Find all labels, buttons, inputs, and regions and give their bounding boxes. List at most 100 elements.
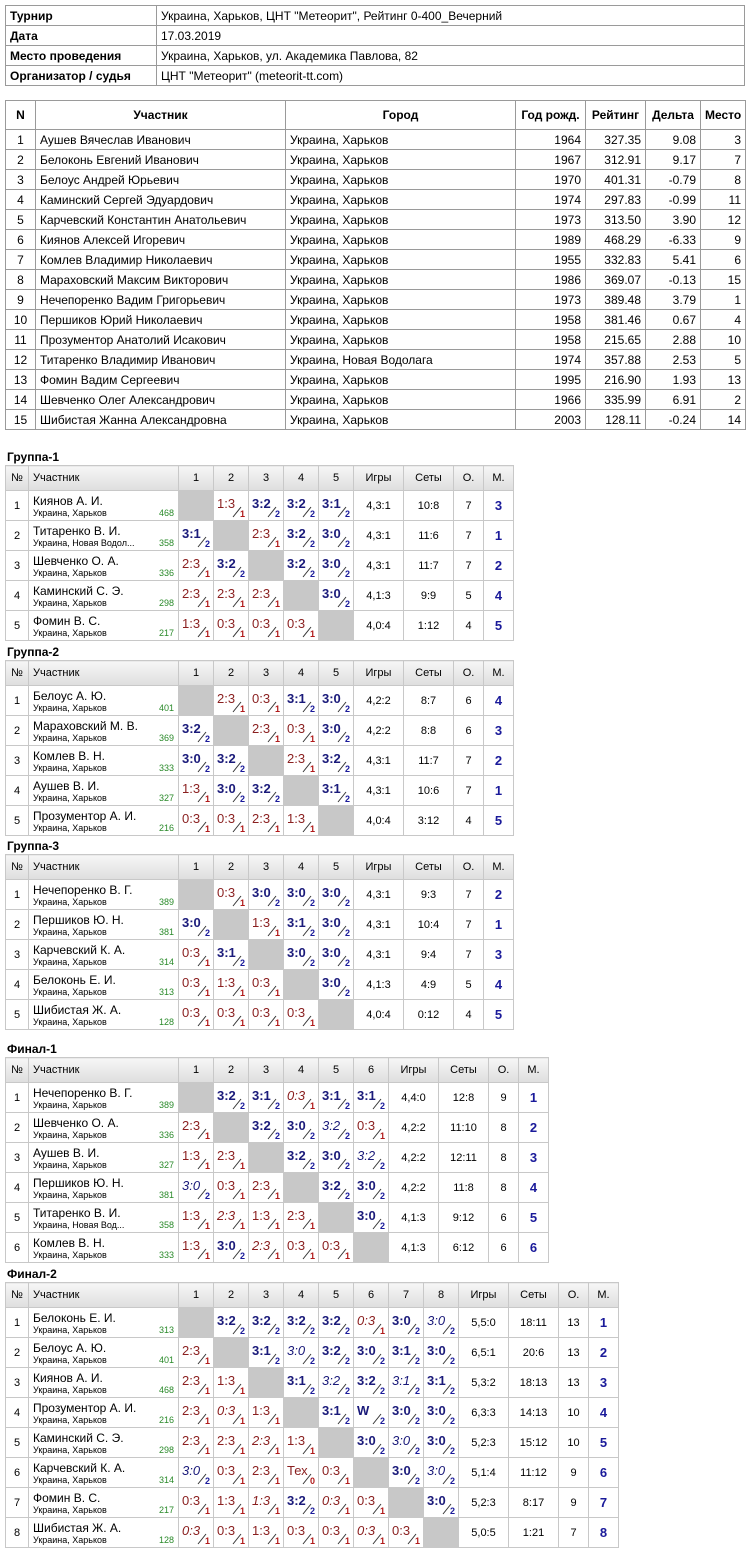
points: 1 bbox=[239, 898, 245, 908]
header-cell: 3 bbox=[248, 1282, 284, 1308]
player-city: Украина, Харьков bbox=[33, 1385, 107, 1395]
score: 3:2 bbox=[287, 496, 306, 511]
participant-cell: 389.48 bbox=[585, 289, 646, 310]
result-cell: 0:3 1 bbox=[318, 1517, 354, 1548]
slash bbox=[197, 1353, 207, 1365]
slash-line bbox=[337, 1323, 347, 1335]
player-city: Украина, Харьков bbox=[33, 1100, 107, 1110]
participant-cell: -0.99 bbox=[645, 189, 701, 210]
result-cell: 0:3 1 bbox=[213, 879, 249, 910]
player-row: 1 Белоус А. Ю. Украина, Харьков 401 2:3 1 0:3 1… bbox=[5, 685, 514, 716]
score: 3:0 bbox=[322, 556, 341, 571]
slash-line bbox=[267, 791, 277, 803]
slash-line bbox=[267, 985, 277, 997]
header-cell: О. bbox=[453, 465, 484, 491]
slash-line bbox=[267, 1015, 277, 1027]
points: 2 bbox=[449, 1446, 455, 1456]
header-cell: Участник bbox=[28, 465, 179, 491]
score: 1:3 bbox=[182, 1148, 201, 1163]
points: 2 bbox=[344, 1386, 350, 1396]
header-cell: 2 bbox=[213, 854, 249, 880]
result-cell: 2:3 1 bbox=[213, 1202, 249, 1233]
score: 3:0 bbox=[217, 1238, 236, 1253]
points: 1 bbox=[344, 1251, 350, 1261]
player-city: Украина, Харьков bbox=[33, 508, 107, 518]
empty-cell bbox=[213, 520, 249, 551]
slash-line bbox=[337, 1248, 347, 1260]
slash-line bbox=[302, 1323, 312, 1335]
place: 5 bbox=[588, 1427, 619, 1458]
participant-cell: Украина, Харьков bbox=[285, 209, 516, 230]
points: 1 bbox=[239, 629, 245, 639]
participant-cell: 5 bbox=[700, 349, 746, 370]
result-cell: 2:3 1 bbox=[248, 805, 284, 836]
score: 3:1 bbox=[392, 1343, 411, 1358]
participant-cell: -0.24 bbox=[645, 409, 701, 430]
score: 1:3 bbox=[287, 811, 306, 826]
score: 0:3 bbox=[182, 1493, 201, 1508]
result-cell: 3:1 2 bbox=[248, 1082, 284, 1113]
score: 2:3 bbox=[252, 526, 271, 541]
slash bbox=[337, 1413, 347, 1425]
slash-line bbox=[372, 1098, 382, 1110]
points: 2 bbox=[274, 794, 280, 804]
slash bbox=[442, 1413, 452, 1425]
points: 1 bbox=[379, 1326, 385, 1336]
result-cell: 3:2 2 bbox=[283, 1142, 319, 1173]
empty-cell bbox=[283, 775, 319, 806]
slash-line bbox=[232, 506, 242, 518]
player-cell: Мараховский М. В. Украина, Харьков 369 bbox=[28, 715, 179, 746]
points: 1 bbox=[274, 704, 280, 714]
participant-cell: 381.46 bbox=[585, 309, 646, 330]
slash-line bbox=[267, 1473, 277, 1485]
result-cell: 3:0 2 bbox=[318, 520, 354, 551]
header-cell: 6 bbox=[353, 1282, 389, 1308]
participant-cell: Украина, Харьков bbox=[285, 369, 516, 390]
slash bbox=[302, 701, 312, 713]
slash bbox=[337, 1353, 347, 1365]
score: 0:3 bbox=[322, 1463, 341, 1478]
header-cell: Сеты bbox=[438, 1057, 489, 1083]
slash-line bbox=[337, 596, 347, 608]
result-cell: 3:2 2 bbox=[353, 1142, 389, 1173]
points: 1 bbox=[239, 1191, 245, 1201]
header-cell: 4 bbox=[283, 854, 319, 880]
info-row: Турнир Украина, Харьков, ЦНТ "Метеорит", … bbox=[5, 5, 745, 26]
empty-cell bbox=[353, 1232, 389, 1263]
score: 0:3 bbox=[392, 1523, 411, 1538]
result-cell: 3:0 2 bbox=[353, 1427, 389, 1458]
points: 1 bbox=[239, 1476, 245, 1486]
player-cell: Фомин В. С. Украина, Харьков 217 bbox=[28, 1487, 179, 1518]
slash bbox=[232, 1413, 242, 1425]
place: 7 bbox=[588, 1487, 619, 1518]
slash bbox=[407, 1323, 417, 1335]
slash bbox=[337, 1503, 347, 1515]
player-row: 2 Титаренко В. И. Украина, Новая Водол... 3… bbox=[5, 520, 514, 551]
participant-cell: 6 bbox=[5, 229, 36, 250]
header-cell: 5 bbox=[318, 1057, 354, 1083]
slash bbox=[442, 1353, 452, 1365]
player-city: Украина, Харьков bbox=[33, 823, 107, 833]
player-row: 4 Аушев В. И. Украина, Харьков 327 1:3 1 3:0 2 3… bbox=[5, 775, 514, 806]
player-name: Белоус А. Ю. bbox=[33, 689, 107, 703]
header-cell: № bbox=[5, 660, 29, 686]
games: 6,3:3 bbox=[458, 1397, 509, 1428]
place: 8 bbox=[588, 1517, 619, 1548]
header-cell: Участник bbox=[35, 100, 286, 130]
sets: 8:17 bbox=[508, 1487, 559, 1518]
points: 2 bbox=[414, 1326, 420, 1336]
header-cell: Сеты bbox=[403, 660, 454, 686]
info-label: Место проведения bbox=[5, 45, 157, 66]
slash bbox=[232, 955, 242, 967]
score: 3:1 bbox=[427, 1373, 446, 1388]
games: 4,2:2 bbox=[388, 1142, 439, 1173]
slash bbox=[302, 1323, 312, 1335]
participant-cell: 6 bbox=[700, 249, 746, 270]
slash-line bbox=[232, 895, 242, 907]
result-cell: 3:0 2 bbox=[423, 1487, 459, 1518]
score: 0:3 bbox=[182, 945, 201, 960]
participant-cell: 4 bbox=[5, 189, 36, 210]
score: 2:3 bbox=[252, 1238, 271, 1253]
score: 3:0 bbox=[287, 1343, 306, 1358]
slash bbox=[267, 596, 277, 608]
